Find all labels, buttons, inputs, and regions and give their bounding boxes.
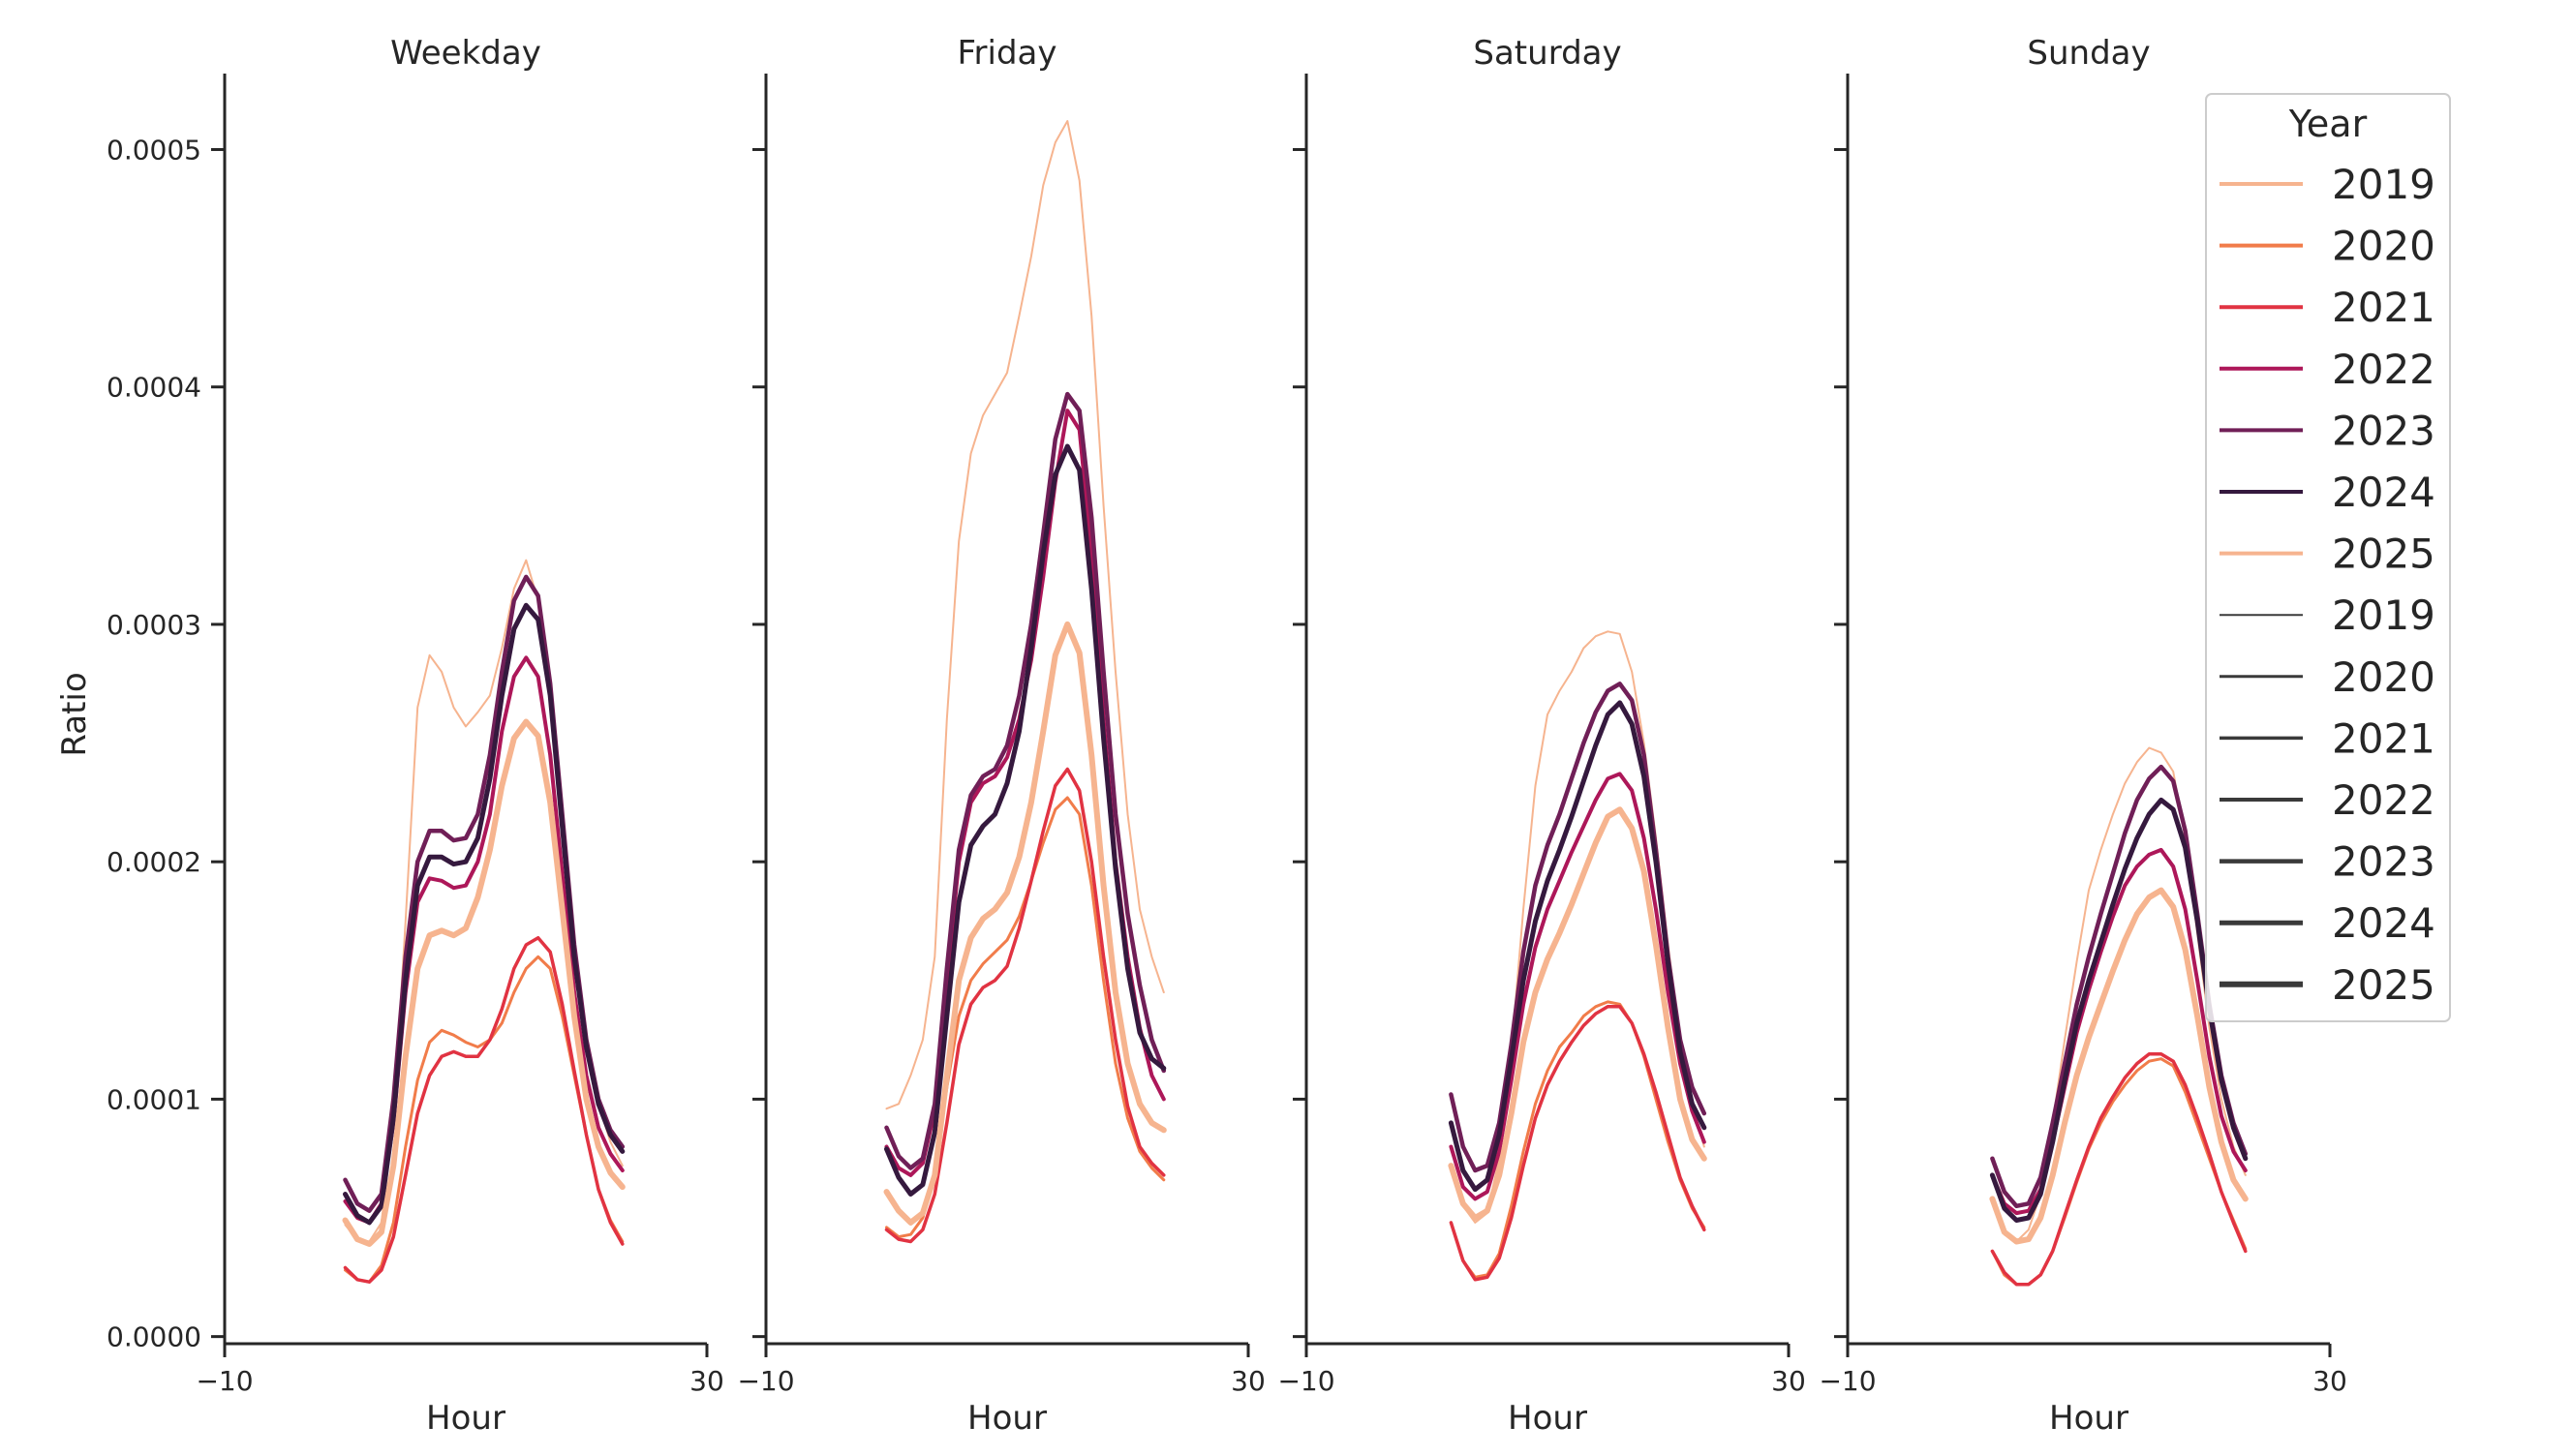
legend-label: 2024 xyxy=(2332,469,2435,516)
series-line-2025 xyxy=(342,718,626,1247)
series-line-2025 xyxy=(1448,806,1707,1221)
series-line-2021 xyxy=(1449,1005,1706,1282)
x-tick-label: 30 xyxy=(689,1365,724,1397)
panel-weekday: Weekday 0.0000 0.0001 0.0002 0.0003 0.0004 0.0… xyxy=(107,34,724,1438)
series-line-2025 xyxy=(883,621,1167,1226)
series-line-2020 xyxy=(1449,1000,1706,1279)
series-line-2023 xyxy=(884,391,1167,1170)
panel-title: Sunday xyxy=(2027,34,2150,73)
legend-title: Year xyxy=(2288,103,2368,145)
x-axis-label: Hour xyxy=(1508,1399,1587,1438)
y-tick-label: 0.0003 xyxy=(107,609,201,641)
series-line-2024 xyxy=(884,443,1167,1197)
legend-label: 2019 xyxy=(2332,592,2435,639)
legend-label: 2021 xyxy=(2332,284,2435,331)
series-line-2021 xyxy=(343,935,625,1284)
y-tick-label: 0.0004 xyxy=(107,372,201,404)
legend-label: 2022 xyxy=(2332,346,2435,393)
x-tick-label: −10 xyxy=(1277,1365,1334,1397)
x-tick-label: −10 xyxy=(1819,1365,1876,1397)
y-tick-label: 0.0000 xyxy=(107,1321,201,1353)
x-tick-label: −10 xyxy=(737,1365,794,1397)
series-line-2024 xyxy=(1989,797,2249,1223)
series-line-2021 xyxy=(1990,1052,2248,1287)
y-tick-label: 0.0001 xyxy=(107,1083,201,1115)
x-tick-label: 30 xyxy=(2312,1365,2347,1397)
legend-label: 2023 xyxy=(2332,407,2435,454)
legend: Year 2019 2020 2021 2022 2023 2024 2025 2019 2020… xyxy=(2205,93,2451,1022)
panel-saturday: Saturday −10 30 Hour xyxy=(1277,34,1805,1438)
legend-label: 2019 xyxy=(2332,161,2435,208)
x-axis-label: Hour xyxy=(2049,1399,2128,1438)
panel-friday: Friday −10 30 Hour xyxy=(737,34,1265,1438)
legend-label: 2022 xyxy=(2332,776,2435,824)
series-line-2022 xyxy=(1449,772,1706,1201)
legend-label: 2020 xyxy=(2332,653,2435,701)
x-tick-label: 30 xyxy=(1231,1365,1266,1397)
x-tick-label: 30 xyxy=(1771,1365,1806,1397)
series-line-2019 xyxy=(885,120,1165,1110)
series-line-2024 xyxy=(1448,700,1707,1193)
series-line-2025 xyxy=(1989,887,2249,1245)
series-line-2024 xyxy=(343,602,626,1226)
legend-label: 2025 xyxy=(2332,961,2435,1009)
legend-label: 2023 xyxy=(2332,838,2435,886)
y-tick-label: 0.0005 xyxy=(107,134,201,166)
series-line-2022 xyxy=(1990,847,2248,1216)
x-tick-label: −10 xyxy=(196,1365,253,1397)
x-axis-label: Hour xyxy=(967,1399,1047,1438)
x-axis-label: Hour xyxy=(426,1399,505,1438)
panel-title: Saturday xyxy=(1473,34,1621,73)
legend-label: 2025 xyxy=(2332,531,2435,578)
legend-label: 2024 xyxy=(2332,899,2435,947)
y-axis-label: Ratio xyxy=(55,672,94,756)
legend-box xyxy=(2205,93,2451,1022)
panel-title: Friday xyxy=(957,34,1056,73)
legend-label: 2021 xyxy=(2332,714,2435,762)
panels-layer: Weekday 0.0000 0.0001 0.0002 0.0003 0.0004 0.0… xyxy=(107,34,2347,1438)
panel-sunday: Sunday −10 30 Hour xyxy=(1819,34,2346,1438)
legend-label: 2020 xyxy=(2332,223,2435,270)
series-line-2021 xyxy=(884,767,1166,1244)
y-tick-label: 0.0002 xyxy=(107,846,201,878)
panel-title: Weekday xyxy=(390,34,541,73)
